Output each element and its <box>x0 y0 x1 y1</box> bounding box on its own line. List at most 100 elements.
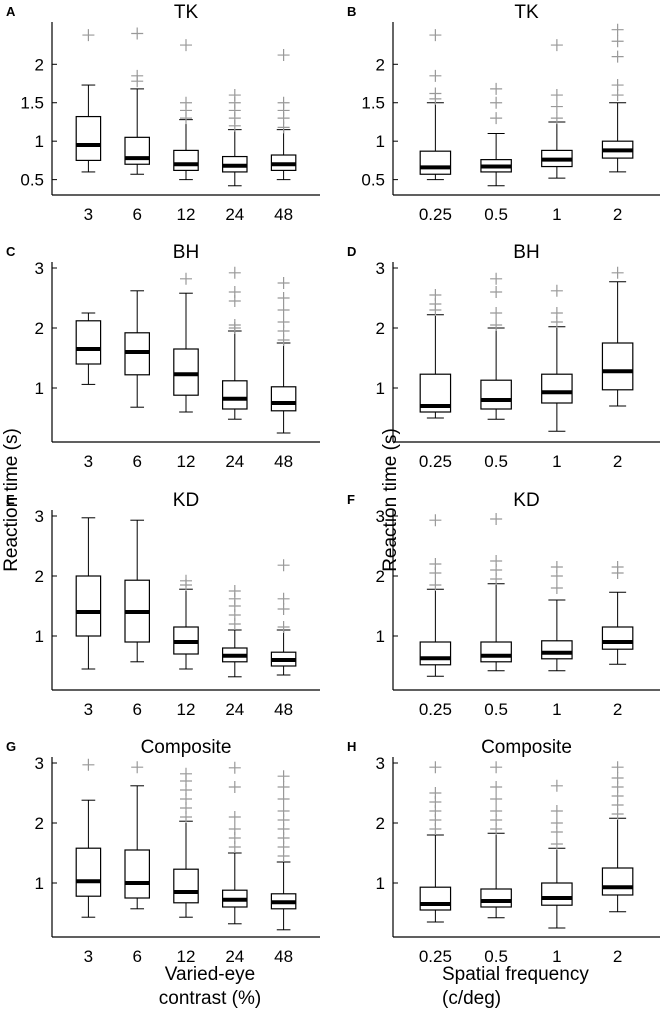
outlier-marker <box>131 761 144 774</box>
outlier-marker <box>611 79 624 92</box>
outlier-marker <box>429 69 442 82</box>
x-tick-label: 6 <box>132 947 141 966</box>
panel-h: 1 2 3 H Composite 0.25 0.5 1 2 <box>347 737 660 966</box>
y-tick-label: 1 <box>35 874 44 893</box>
panel-a: 0.5 1 1.5 2 A TK 3 6 12 24 48 <box>6 2 320 224</box>
outlier-marker <box>490 307 503 319</box>
box-12 <box>173 574 199 670</box>
outlier-marker <box>550 307 563 319</box>
x-tick-label: 12 <box>177 452 196 471</box>
outlier-marker <box>490 112 503 125</box>
x-tick-label: 2 <box>613 700 622 719</box>
outlier-marker <box>611 35 624 48</box>
box-3 <box>75 312 102 385</box>
box-iqr <box>124 136 150 165</box>
x-tick-label: 6 <box>132 205 141 224</box>
outlier-marker <box>490 319 503 331</box>
y-axis-label-left: Reaction time (s) <box>1 428 22 572</box>
x-tick-label: 2 <box>613 205 622 224</box>
panel-d: 1 2 3 D BH 0.25 0.5 1 2 <box>347 242 660 471</box>
y-tick-label: 2 <box>35 319 44 338</box>
box-iqr <box>480 379 512 410</box>
box-3 <box>75 758 102 918</box>
outlier-marker <box>550 561 563 573</box>
x-tick-label: 1 <box>552 700 561 719</box>
x-tick-label: 0.5 <box>484 947 508 966</box>
box-iqr <box>75 847 102 897</box>
x-tick-label: 1 <box>552 947 561 966</box>
outlier-marker <box>131 69 144 82</box>
x-tick-label: 3 <box>84 947 93 966</box>
outlier-marker <box>490 272 503 285</box>
y-tick-label: 1.5 <box>361 94 385 113</box>
outlier-marker <box>550 779 563 792</box>
panel-title: BH <box>173 242 199 263</box>
outlier-marker <box>277 805 290 817</box>
y-tick-label: 1 <box>376 874 385 893</box>
y-tick-label: 2 <box>376 319 385 338</box>
box-24 <box>222 585 248 678</box>
outlier-marker <box>180 574 192 587</box>
y-tick-label: 1.5 <box>20 94 44 113</box>
box-iqr <box>124 849 150 899</box>
outlier-marker <box>429 558 442 570</box>
outlier-marker <box>490 555 503 567</box>
y-axis-label-right: Reaction time (s) <box>380 428 401 572</box>
outlier-marker <box>277 793 290 805</box>
outlier-marker <box>490 513 503 525</box>
outlier-marker <box>180 767 192 780</box>
box-iqr <box>601 626 634 650</box>
outlier-marker <box>228 811 241 823</box>
x-tick-label: 12 <box>177 205 196 224</box>
panel-title: TK <box>514 2 539 23</box>
outlier-marker <box>550 100 563 113</box>
box-iqr <box>173 149 199 171</box>
outlier-marker <box>228 286 241 298</box>
y-tick-label: 2 <box>376 814 385 833</box>
y-tick-label: 1 <box>35 379 44 398</box>
x-tick-label: 0.5 <box>484 700 508 719</box>
box-iqr <box>173 868 199 904</box>
y-tick-label: 1 <box>376 132 385 151</box>
outlier-marker <box>131 27 144 40</box>
outlier-marker <box>611 761 624 774</box>
outlier-marker <box>82 29 95 42</box>
box-12 <box>173 39 199 181</box>
x-tick-label: 12 <box>177 700 196 719</box>
box-iqr <box>541 373 573 404</box>
panel-f: 1 2 3 F KD 0.25 0.5 1 2 <box>347 490 660 719</box>
panel-letter: A <box>6 4 16 19</box>
box-iqr <box>419 641 452 666</box>
box-iqr <box>480 888 512 908</box>
box-6 <box>124 27 150 175</box>
box-iqr <box>270 386 297 412</box>
outlier-marker <box>277 292 290 304</box>
x-tick-label: 48 <box>274 947 293 966</box>
box-iqr <box>419 150 452 175</box>
box-6 <box>124 519 150 663</box>
y-tick-label: 1 <box>376 379 385 398</box>
x-tick-label: 2 <box>613 452 622 471</box>
x-tick-label: 0.5 <box>484 452 508 471</box>
x-tick-label: 48 <box>274 452 293 471</box>
y-tick-label: 3 <box>35 507 44 526</box>
box-0.5 <box>480 513 512 672</box>
panel-title: Composite <box>481 737 572 758</box>
panel-title: TK <box>174 2 199 23</box>
panel-b: 0.5 1 1.5 2 B TK 0.25 0.5 1 2 <box>347 2 660 224</box>
panel-letter: B <box>347 4 356 19</box>
outlier-marker <box>429 787 442 799</box>
outlier-marker <box>82 758 95 771</box>
x-tick-label: 0.25 <box>419 947 452 966</box>
y-tick-label: 2 <box>35 55 44 74</box>
outlier-marker <box>490 286 503 298</box>
outlier-marker <box>277 592 290 605</box>
x-axis-label-left: Varied-eye contrast (%) <box>100 963 320 1011</box>
box-0.5 <box>480 272 512 420</box>
outlier-marker <box>490 761 503 774</box>
outlier-marker <box>228 781 241 793</box>
outlier-marker <box>228 761 241 774</box>
outlier-marker <box>277 781 290 793</box>
